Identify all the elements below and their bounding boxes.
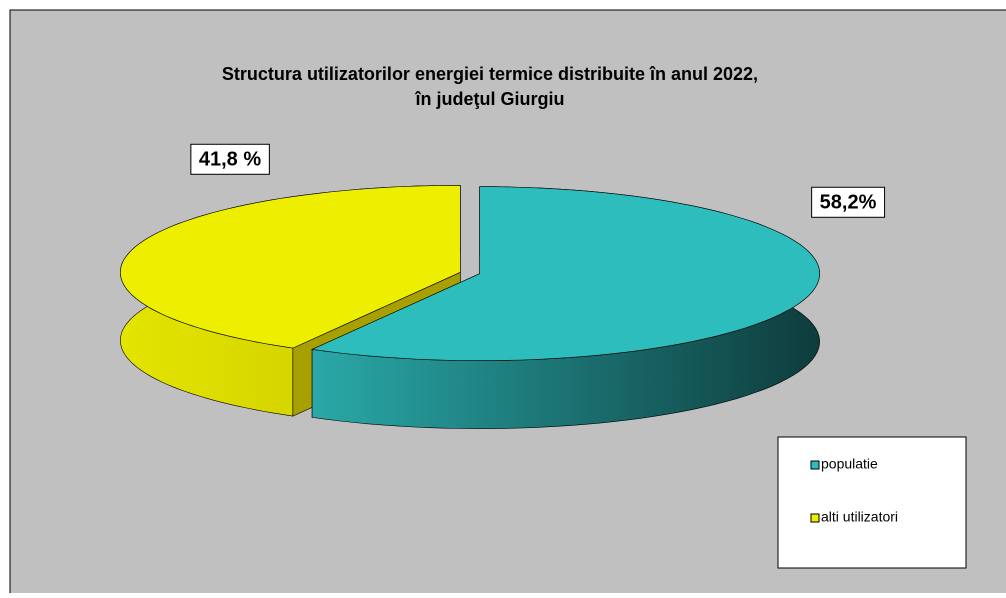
- slice: [311, 186, 820, 429]
- pie: [119, 184, 820, 429]
- legend: populatie alti utilizatori: [777, 436, 967, 569]
- chart-title: Structura utilizatorilor energiei termic…: [222, 64, 758, 84]
- data-label-box: [811, 186, 886, 218]
- legend-swatch: [810, 460, 820, 470]
- data-label: 58,2%: [820, 191, 877, 213]
- legend-box: [777, 436, 967, 569]
- data-label: 41,8 %: [199, 148, 261, 170]
- legend-swatch: [810, 513, 820, 523]
- slice-top: [119, 184, 461, 349]
- data-label-box: [190, 143, 270, 175]
- legend-label: populatie: [821, 456, 878, 472]
- chart-title: în judeţul Giurgiu: [415, 89, 565, 109]
- slice-top: [311, 186, 820, 361]
- legend-label: alti utilizatori: [821, 509, 898, 525]
- labels: 58,2% 41,8 %: [190, 143, 886, 218]
